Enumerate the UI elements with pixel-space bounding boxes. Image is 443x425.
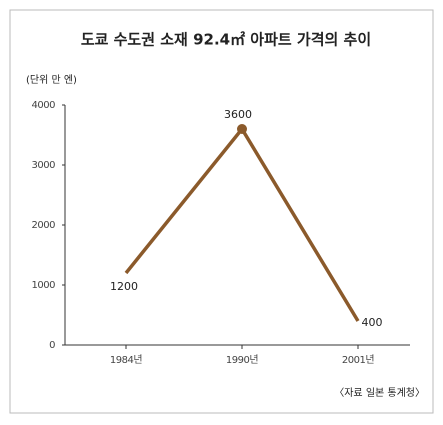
data-label: 400	[362, 316, 383, 329]
data-label: 1200	[110, 280, 138, 293]
point-marker	[237, 124, 247, 134]
chart-title: 도쿄 수도권 소재 92.4㎡ 아파트 가격의 추이	[81, 31, 371, 49]
y-tick-label: 1000	[32, 280, 56, 291]
y-tick-label: 2000	[32, 220, 56, 231]
y-axis-label: (단위 만 엔)	[26, 73, 77, 86]
data-label: 3600	[224, 108, 252, 121]
y-tick-label: 0	[49, 340, 55, 351]
x-tick-label: 2001년	[342, 354, 374, 366]
x-tick-label: 1984년	[110, 354, 142, 366]
y-tick-label: 4000	[32, 100, 56, 111]
y-tick-label: 3000	[32, 160, 56, 171]
source: 〈자료 일본 통계청〉	[334, 387, 425, 399]
x-tick-label: 1990년	[226, 354, 258, 366]
frame	[9, 9, 434, 414]
